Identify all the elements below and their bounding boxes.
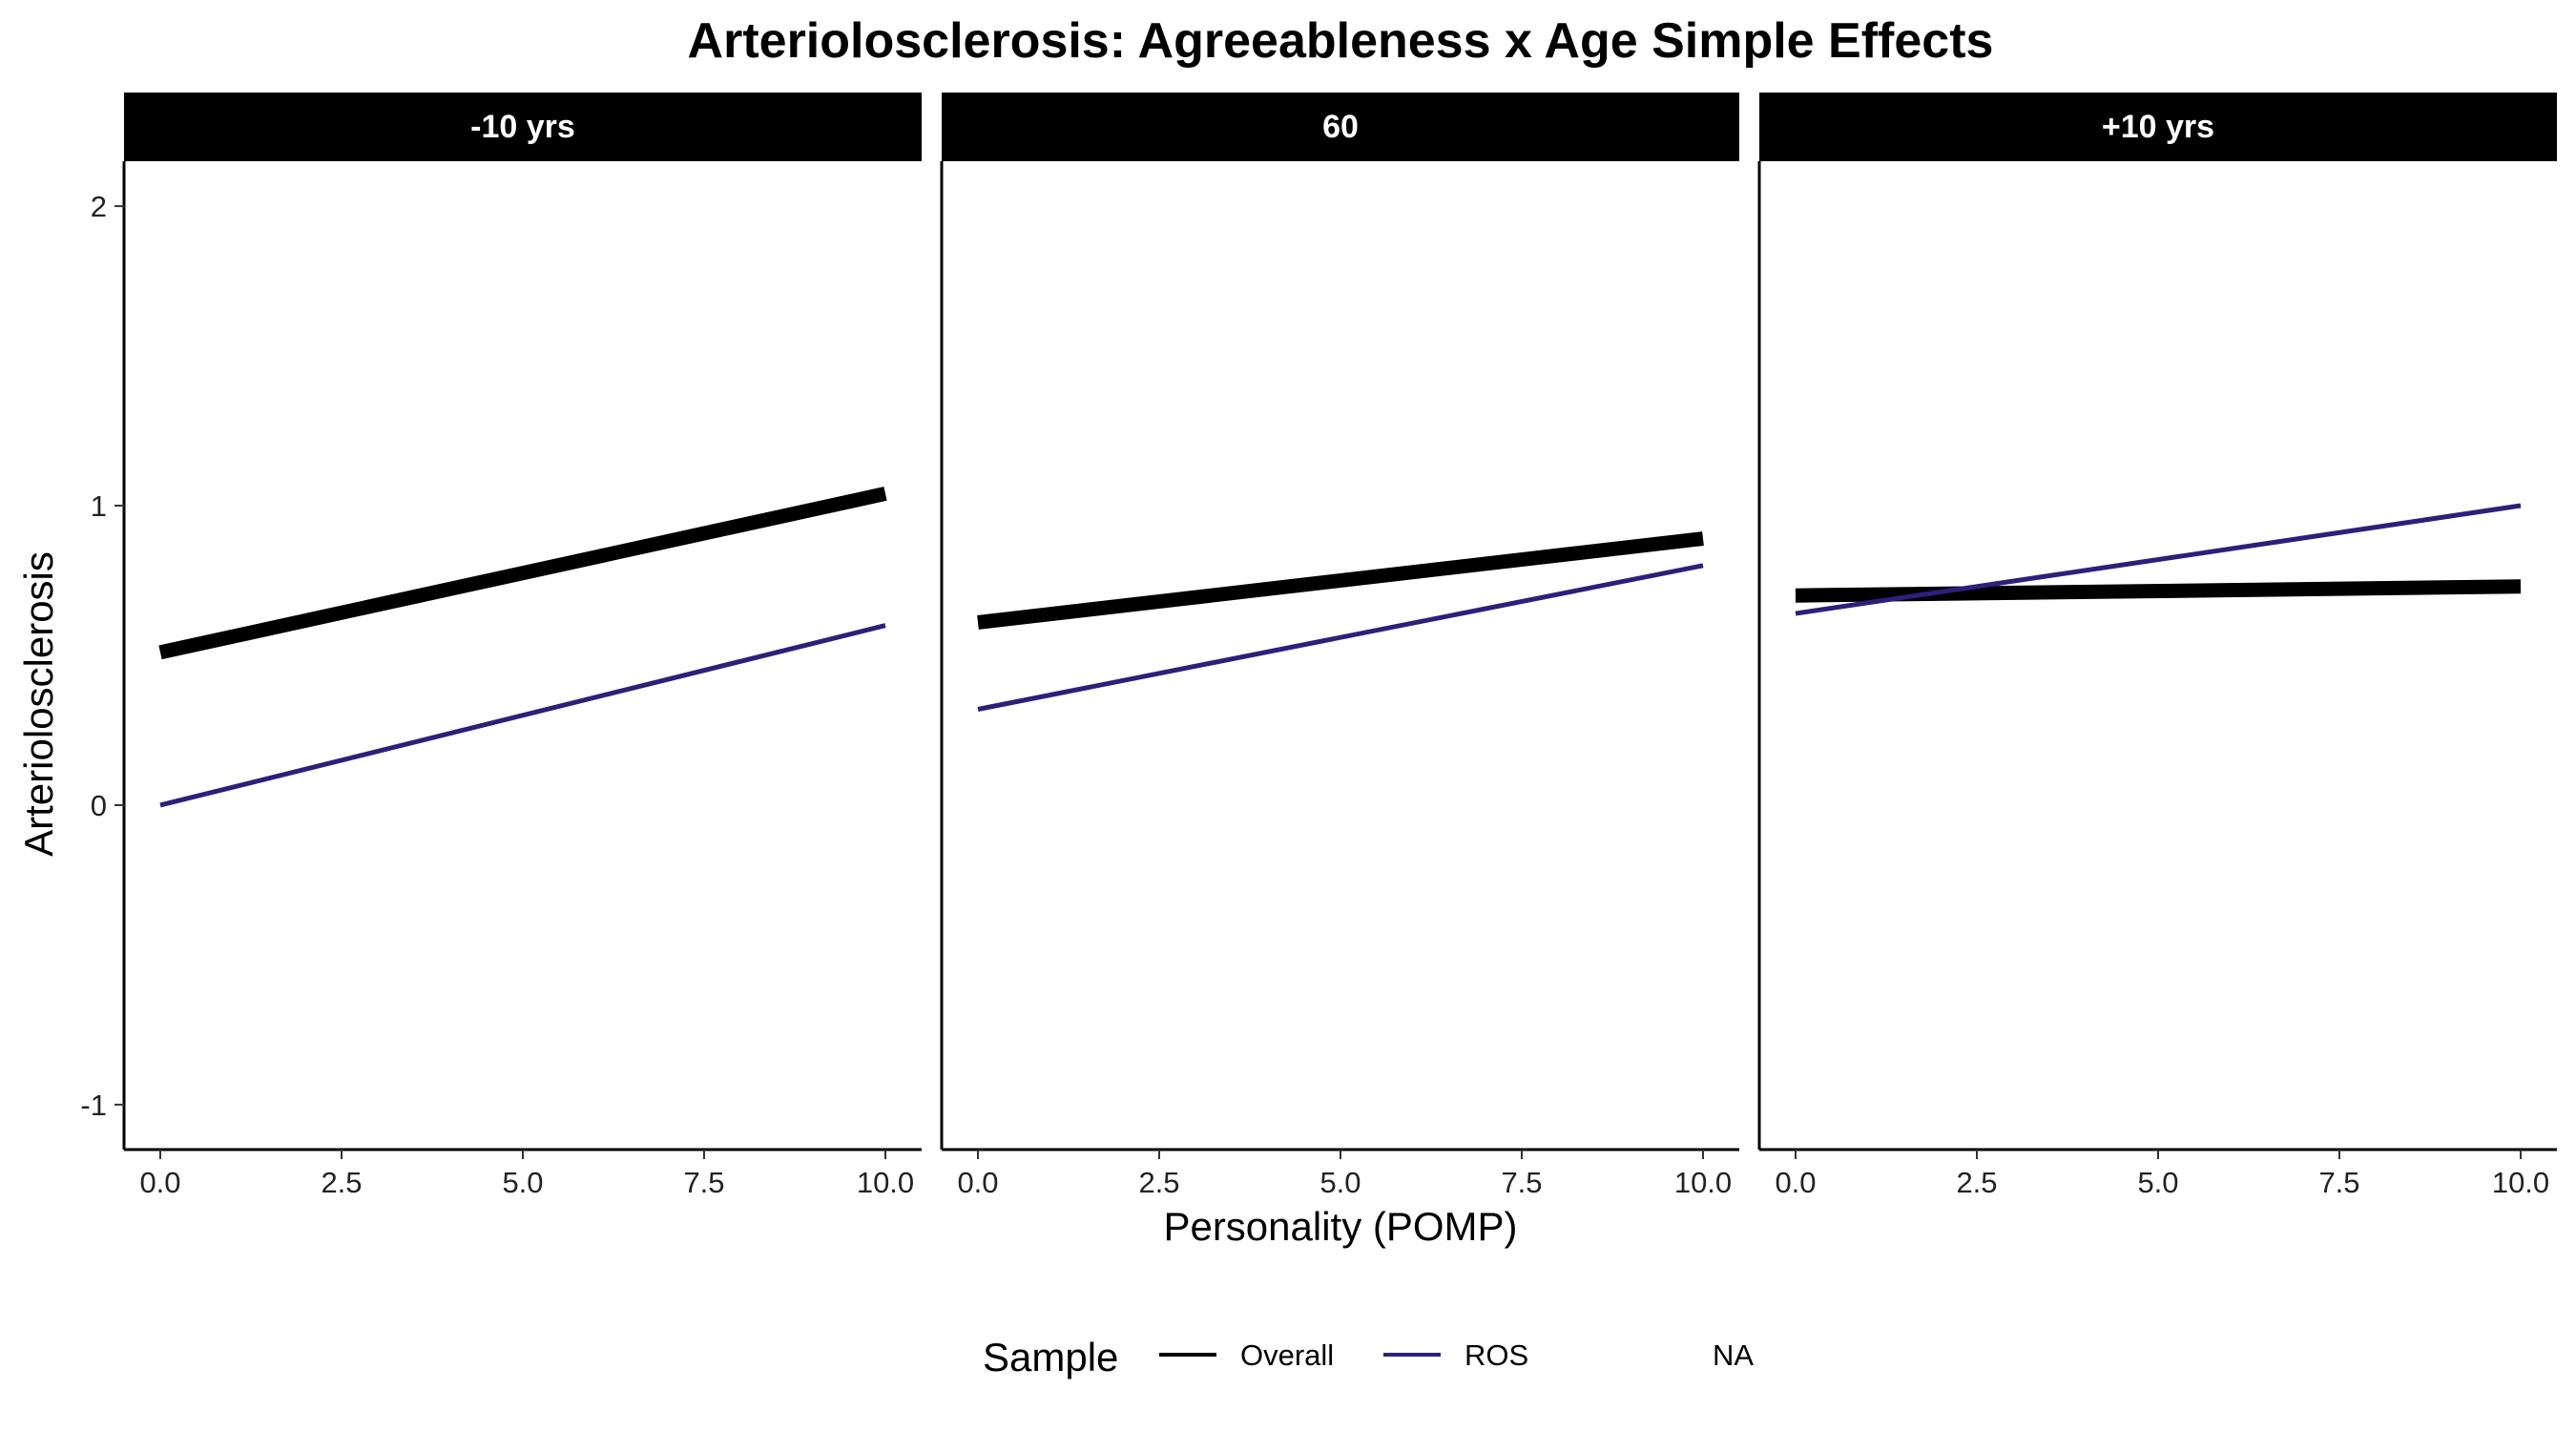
y-axis-title: Arteriolosclerosis bbox=[16, 551, 61, 857]
series-line-ros bbox=[1795, 503, 2522, 616]
facet-strip-label: +10 yrs bbox=[2102, 109, 2214, 145]
x-tick-label: 5.0 bbox=[1319, 1166, 1361, 1199]
x-tick-label: 5.0 bbox=[502, 1166, 543, 1199]
series-line-overall bbox=[1795, 579, 2522, 603]
x-tick-label: 7.5 bbox=[1501, 1166, 1542, 1199]
y-tick-label: 2 bbox=[91, 190, 107, 223]
x-tick-label: 0.0 bbox=[957, 1166, 998, 1199]
x-tick-label: 2.5 bbox=[1956, 1166, 1997, 1199]
x-tick-label: 10.0 bbox=[1674, 1166, 1732, 1199]
legend-label: ROS bbox=[1465, 1338, 1528, 1372]
legend: Sample Overall ROS NA bbox=[983, 1335, 1754, 1379]
x-tick-label: 10.0 bbox=[2492, 1166, 2549, 1199]
x-tick-label: 7.5 bbox=[683, 1166, 724, 1199]
y-tick-label: -1 bbox=[80, 1089, 107, 1122]
facet-panels: -10 yrs 0.0 2.5 5.0 7.5 10.0 -1 0 1 2 60 0.0 2.5 5.0 7… bbox=[80, 93, 2557, 1199]
x-tick-label: 10.0 bbox=[857, 1166, 914, 1199]
facet-strip-label: -10 yrs bbox=[470, 109, 575, 145]
x-tick-label: 2.5 bbox=[321, 1166, 362, 1199]
series-line-ros bbox=[977, 563, 1704, 712]
x-tick-label: 7.5 bbox=[2318, 1166, 2359, 1199]
series-line-overall bbox=[977, 531, 1704, 630]
series-line-ros bbox=[159, 623, 886, 808]
legend-label: Overall bbox=[1240, 1338, 1334, 1372]
chart-title: Arteriolosclerosis: Agreeableness x Age … bbox=[688, 13, 1994, 69]
x-tick-label: 0.0 bbox=[1775, 1166, 1816, 1199]
x-tick-label: 0.0 bbox=[139, 1166, 180, 1199]
facet-strip bbox=[124, 93, 922, 161]
legend-title: Sample bbox=[983, 1335, 1118, 1379]
y-tick-label: 0 bbox=[91, 789, 107, 822]
facet-panel: +10 yrs 0.0 2.5 5.0 7.5 10.0 bbox=[1757, 93, 2557, 1199]
facet-panel: 60 0.0 2.5 5.0 7.5 10.0 bbox=[940, 93, 1739, 1199]
y-tick-label: 1 bbox=[91, 489, 107, 523]
facet-strip bbox=[942, 93, 1739, 161]
x-tick-label: 5.0 bbox=[2137, 1166, 2178, 1199]
facet-panel: -10 yrs 0.0 2.5 5.0 7.5 10.0 -1 0 1 2 bbox=[80, 93, 922, 1199]
legend-label: NA bbox=[1713, 1338, 1754, 1372]
facet-strip bbox=[1759, 93, 2557, 161]
x-tick-label: 2.5 bbox=[1138, 1166, 1179, 1199]
x-axis-title: Personality (POMP) bbox=[1163, 1204, 1517, 1249]
series-line-overall bbox=[158, 487, 887, 660]
facet-strip-label: 60 bbox=[1322, 109, 1359, 145]
